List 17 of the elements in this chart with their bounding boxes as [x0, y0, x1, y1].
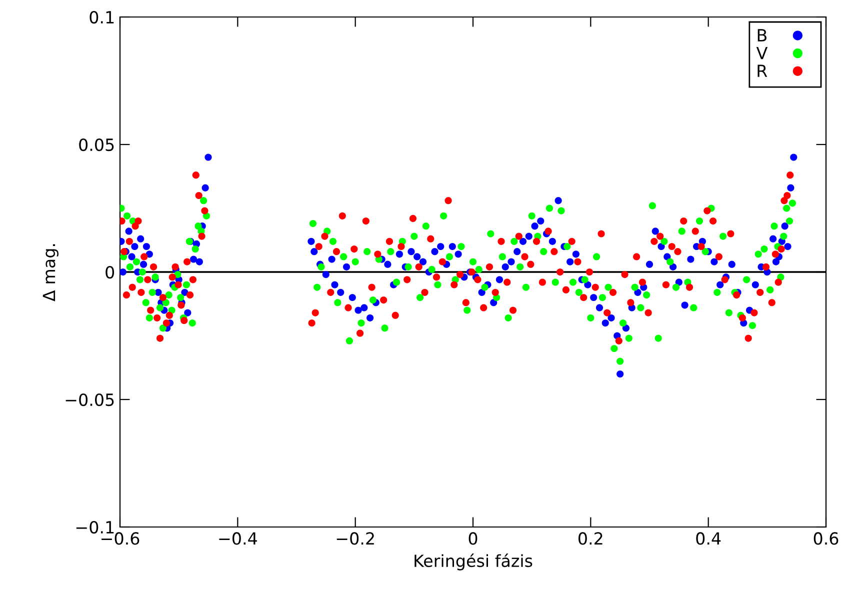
y-tick-label: 0.1 [90, 10, 114, 24]
x-tick-label: −0.4 [219, 532, 257, 545]
x-tick-label: 0.2 [578, 532, 602, 545]
y-tick-label: −0.1 [76, 520, 114, 534]
y-tick-label: −0.05 [66, 393, 114, 406]
legend-label: R [758, 64, 768, 77]
legend-label: B [758, 29, 766, 42]
x-tick-label: 0.6 [814, 532, 838, 545]
x-tick-label: −0.2 [336, 532, 374, 545]
y-tick-label: 0 [106, 266, 114, 279]
x-tick-label: 0.4 [696, 532, 721, 545]
x-tick-label: 0 [468, 532, 478, 545]
y-axis-title: Δ mag. [42, 244, 59, 302]
y-tick-label: 0.05 [79, 138, 114, 152]
legend-label: V [756, 46, 768, 60]
x-axis-title: Keringési fázis [414, 554, 532, 570]
x-tick-label: −0.6 [102, 532, 140, 545]
